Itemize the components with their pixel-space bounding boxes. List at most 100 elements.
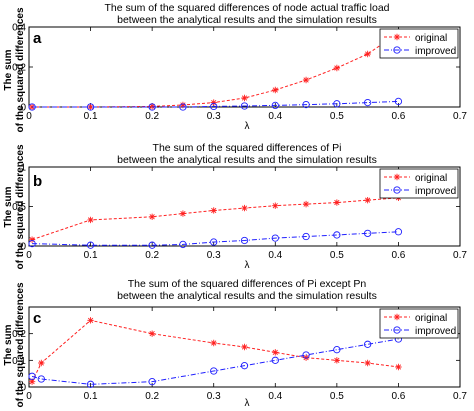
panel-b-subtitle: between the analytical results and the s… [117, 154, 377, 166]
y-tick-label: 0.4 [12, 23, 26, 34]
x-tick-label: 0.4 [268, 250, 282, 261]
panel-b-legend: original improved [379, 168, 459, 199]
x-tick-label: 0.4 [268, 391, 282, 402]
series-original-point [302, 76, 310, 84]
legend-improved-marker [393, 326, 401, 334]
x-tick-label: 0.1 [84, 111, 98, 122]
panel-a: The sum of the squared differences of no… [3, 2, 467, 133]
panel-c-title: The sum of the squared differences of Pi… [128, 278, 367, 290]
series-original-point [38, 359, 45, 367]
series-improved-point [28, 239, 36, 248]
panel-a-legend-box [379, 28, 459, 59]
panel-c-legend-box [379, 308, 459, 339]
series-original-point [148, 103, 156, 110]
series-improved-point [302, 351, 310, 359]
y-tick-label: 0.5 [12, 202, 26, 213]
series-original-point [272, 202, 279, 209]
x-tick-label: 0.5 [330, 391, 344, 402]
series-original-point [179, 210, 187, 217]
panel-a-xlabel: λ [245, 121, 250, 132]
panel-a-label: a [33, 30, 42, 47]
series-improved-point [148, 103, 156, 111]
panel-a-legend: original improved [379, 28, 459, 59]
panel-c-xlabel: λ [245, 398, 250, 409]
series-original-point [241, 343, 248, 351]
x-tick-label: 0.2 [145, 391, 159, 402]
panel-c-legend: original improved [379, 308, 459, 339]
panel-b-xlabel: λ [245, 260, 250, 271]
series-improved-point [333, 100, 341, 108]
series-improved-point [394, 228, 403, 236]
series-original-point [87, 216, 94, 224]
x-tick-label: 0.6 [391, 250, 405, 261]
panel-c-ylabel-line2: of the squared differences [15, 282, 26, 407]
panel-a-legend-improved: improved [415, 46, 456, 57]
panel-b-ylabel-line2: of the squared differences [15, 144, 26, 269]
series-improved-point [210, 102, 218, 111]
x-tick-label: 0.1 [84, 391, 98, 402]
series-improved-point [86, 241, 95, 249]
panel-c-axes-box [28, 306, 461, 388]
series-original-point [28, 236, 36, 243]
panel-c: The sum of the squared differences of Pi… [3, 278, 467, 409]
x-tick-label: 0 [26, 250, 32, 261]
series-improved-point [363, 98, 372, 107]
panel-a-legend-original: original [415, 33, 447, 44]
series-improved-line [32, 100, 399, 108]
x-tick-label: 0.5 [330, 250, 344, 261]
panel-a-ylabel-line1: The sum [3, 49, 14, 90]
x-tick-label: 0 [26, 111, 32, 122]
series-improved-point [333, 346, 341, 354]
panel-c-ylabel-line1: The sum [3, 324, 14, 365]
legend-original-marker [393, 313, 401, 321]
series-improved-point [148, 378, 156, 386]
panel-a-ylabel-line2: of the squared differences [15, 7, 26, 132]
series-original-point [364, 196, 371, 204]
panel-c-subtitle: between the analytical results and the s… [117, 290, 377, 302]
series-original-point [28, 378, 36, 385]
series-improved-point [28, 103, 36, 111]
series-original-point [333, 64, 341, 72]
panel-b-ylabel-line1: The sum [3, 186, 14, 227]
series-improved-point [148, 241, 156, 249]
series-original-point [87, 317, 94, 324]
series-improved-point [333, 231, 341, 239]
series-original-point [210, 339, 217, 347]
legend-improved-marker [393, 186, 401, 194]
series-improved-point [37, 375, 45, 383]
series-improved-line [32, 231, 399, 246]
panel-a-subtitle: between the analytical results and the s… [117, 14, 377, 26]
x-tick-label: 0.3 [207, 111, 221, 122]
series-original-line [31, 197, 399, 241]
series-improved-point [86, 380, 95, 388]
x-tick-label: 0.7 [453, 111, 467, 122]
series-improved-point [179, 103, 187, 111]
series-improved-point [240, 362, 249, 370]
x-tick-label: 0 [26, 391, 32, 402]
x-tick-label: 0.2 [145, 250, 159, 261]
legend-original-marker [393, 173, 401, 181]
x-tick-label: 0.3 [207, 250, 221, 261]
panel-b-legend-original: original [415, 173, 447, 184]
series-original-point [272, 349, 279, 356]
y-tick-label: 1 [20, 163, 26, 174]
legend-improved-marker [393, 46, 401, 54]
series-improved-point [240, 236, 249, 245]
x-tick-label: 0.3 [207, 391, 221, 402]
y-tick-label: 0 [20, 242, 26, 253]
series-original-point [364, 359, 371, 367]
series-improved-point [179, 240, 187, 249]
y-tick-label: 0.2 [12, 329, 26, 340]
series-improved-point [240, 102, 249, 110]
series-original-line [31, 319, 399, 382]
series-original-line [32, 32, 399, 108]
x-tick-label: 0.2 [145, 111, 159, 122]
series-improved-point [210, 367, 218, 375]
series-original-point [148, 330, 156, 337]
panel-b: The sum of the squared differences of Pi… [3, 142, 467, 271]
panel-b-legend-improved: improved [415, 186, 456, 197]
x-tick-label: 0.5 [330, 111, 344, 122]
series-original-point [241, 94, 248, 102]
series-improved-point [271, 356, 279, 364]
series-original-point [302, 200, 310, 208]
